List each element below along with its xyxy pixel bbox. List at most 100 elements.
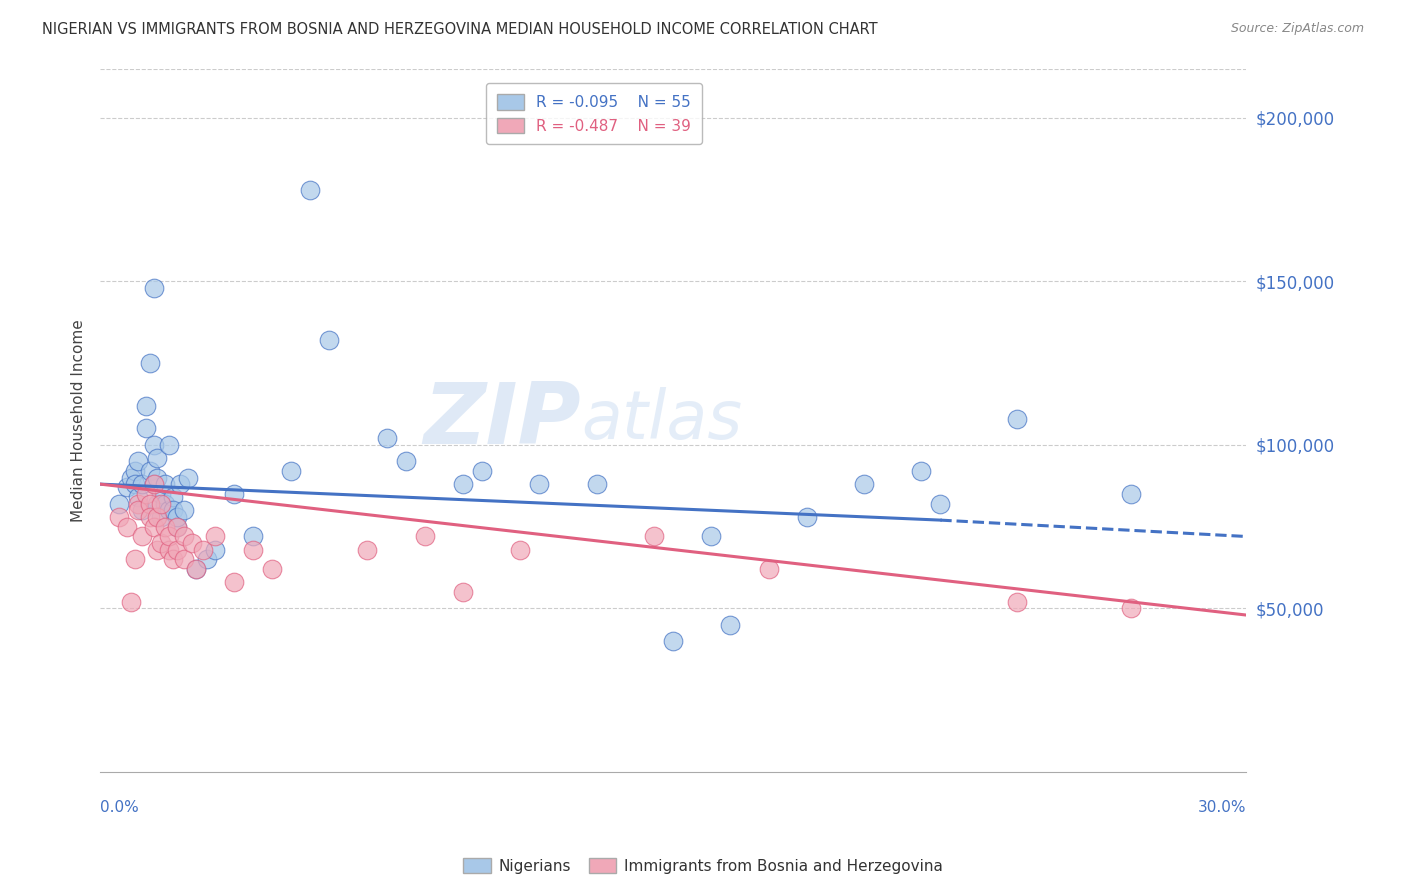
Point [299,183,322,197]
Point [375,431,398,445]
Point [124,464,146,478]
Point [222,575,245,590]
Point [142,438,165,452]
Point [131,477,153,491]
Point [157,529,180,543]
Point [139,509,162,524]
Point [150,536,173,550]
Point [929,497,952,511]
Point [1005,411,1028,425]
Y-axis label: Median Household Income: Median Household Income [72,319,86,522]
Point [718,617,741,632]
Point [131,529,153,543]
Point [146,497,169,511]
Point [796,509,818,524]
Point [260,562,283,576]
Point [177,470,200,484]
Text: Source: ZipAtlas.com: Source: ZipAtlas.com [1230,22,1364,36]
Point [115,480,138,494]
Point [142,477,165,491]
Point [108,497,131,511]
Point [150,487,173,501]
Point [1005,595,1028,609]
Point [146,509,169,524]
Point [124,552,146,566]
Legend: Nigerians, Immigrants from Bosnia and Herzegovina: Nigerians, Immigrants from Bosnia and He… [457,852,949,880]
Point [173,552,195,566]
Point [108,509,131,524]
Point [852,477,875,491]
Point [356,542,378,557]
Text: NIGERIAN VS IMMIGRANTS FROM BOSNIA AND HERZEGOVINA MEDIAN HOUSEHOLD INCOME CORRE: NIGERIAN VS IMMIGRANTS FROM BOSNIA AND H… [42,22,877,37]
Point [204,542,226,557]
Point [166,519,188,533]
Point [585,477,607,491]
Point [529,477,551,491]
Text: atlas: atlas [581,387,742,453]
Point [318,333,340,347]
Point [139,356,162,370]
Point [451,477,474,491]
Point [124,477,146,491]
Point [758,562,780,576]
Point [127,490,149,504]
Point [242,542,264,557]
Point [162,490,184,504]
Point [135,487,157,501]
Point [127,454,149,468]
Point [142,281,165,295]
Point [139,497,162,511]
Text: 30.0%: 30.0% [1198,800,1246,815]
Point [910,464,932,478]
Point [280,464,302,478]
Point [662,634,685,648]
Legend: R = -0.095    N = 55, R = -0.487    N = 39: R = -0.095 N = 55, R = -0.487 N = 39 [486,83,702,145]
Point [157,438,180,452]
Point [139,464,162,478]
Point [142,519,165,533]
Text: 0.0%: 0.0% [100,800,139,815]
Point [127,497,149,511]
Point [413,529,436,543]
Point [204,529,226,543]
Point [115,519,138,533]
Point [169,477,191,491]
Point [180,536,202,550]
Point [157,542,180,557]
Point [153,497,176,511]
Point [173,503,195,517]
Point [700,529,723,543]
Point [153,519,176,533]
Point [173,529,195,543]
Point [166,542,188,557]
Point [150,509,173,524]
Point [146,450,169,465]
Point [127,503,149,517]
Point [166,509,188,524]
Point [242,529,264,543]
Point [1121,601,1143,615]
Point [162,503,184,517]
Point [135,421,157,435]
Point [166,519,188,533]
Point [131,503,153,517]
Point [509,542,531,557]
Point [395,454,418,468]
Point [146,542,169,557]
Point [120,595,142,609]
Point [142,477,165,491]
Point [162,552,184,566]
Point [153,477,176,491]
Text: ZIP: ZIP [423,379,581,462]
Point [184,562,207,576]
Point [146,470,169,484]
Point [157,503,180,517]
Point [184,562,207,576]
Point [1121,487,1143,501]
Point [643,529,665,543]
Point [120,470,142,484]
Point [150,497,173,511]
Point [451,585,474,599]
Point [222,487,245,501]
Point [195,552,218,566]
